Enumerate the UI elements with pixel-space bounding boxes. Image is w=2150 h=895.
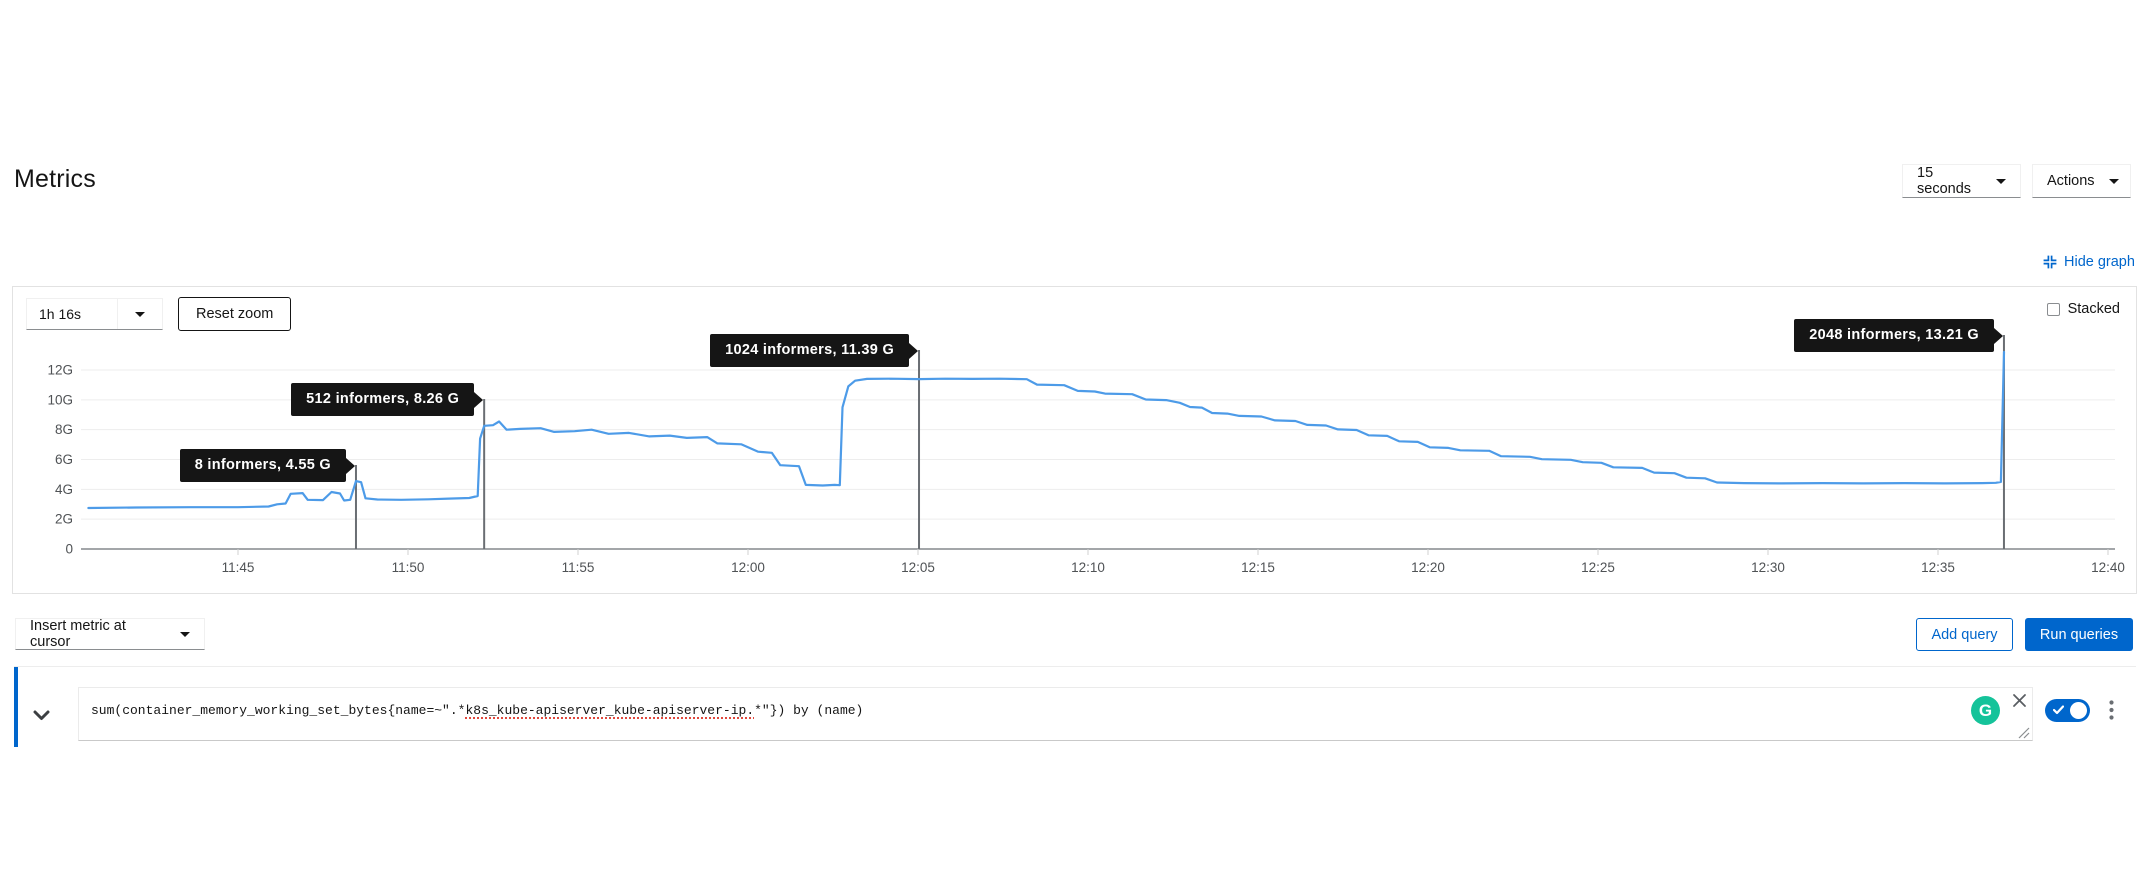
x-axis-label: 11:45 — [222, 560, 255, 575]
x-axis-label: 11:50 — [392, 560, 425, 575]
timespan-value: 1h 16s — [39, 306, 82, 322]
y-axis-label: 12G — [47, 363, 73, 378]
check-icon — [2053, 705, 2064, 715]
x-axis-label: 12:05 — [901, 560, 935, 575]
poll-interval-value: 15 seconds — [1917, 165, 1972, 197]
y-axis-label: 2G — [55, 512, 73, 527]
stacked-checkbox[interactable] — [2046, 302, 2060, 316]
chart-annotation: 8 informers, 4.55 G — [179, 449, 356, 482]
hide-graph-link[interactable]: Hide graph — [2043, 254, 2135, 270]
query-row: sum(container_memory_working_set_bytes{n… — [14, 666, 2136, 747]
x-axis-label: 12:30 — [1751, 560, 1785, 575]
insert-metric-dropdown[interactable]: Insert metric at cursor — [15, 618, 205, 650]
query-expand-toggle[interactable] — [28, 703, 54, 727]
hide-graph-label: Hide graph — [2064, 254, 2135, 270]
stacked-label: Stacked — [2067, 301, 2120, 317]
poll-interval-dropdown[interactable]: 15 seconds — [1902, 164, 2021, 198]
query-expression-suffix: *"}) by (name) — [754, 703, 864, 718]
chart-annotation: 512 informers, 8.26 G — [291, 383, 484, 416]
insert-metric-label: Insert metric at cursor — [30, 618, 126, 650]
add-query-button[interactable]: Add query — [1916, 618, 2013, 651]
run-queries-button[interactable]: Run queries — [2025, 618, 2133, 651]
toggle-knob — [2070, 702, 2087, 719]
reset-zoom-button[interactable]: Reset zoom — [178, 297, 292, 331]
page-title: Metrics — [14, 165, 96, 193]
caret-down-icon — [180, 631, 190, 637]
chart-line-series — [87, 350, 2006, 510]
kebab-icon — [2108, 700, 2114, 720]
query-expression-input[interactable]: sum(container_memory_working_set_bytes{n… — [78, 687, 2033, 741]
x-axis-label: 12:25 — [1581, 560, 1615, 575]
textarea-resize-handle[interactable] — [2018, 726, 2030, 739]
query-expression-flagged: k8s_kube-apiserver_kube-apiserver-ip. — [465, 703, 755, 718]
y-axis-label: 10G — [47, 392, 73, 407]
x-axis-label: 11:55 — [562, 560, 595, 575]
y-axis-label: 6G — [55, 452, 73, 467]
chart-annotation: 1024 informers, 11.39 G — [710, 334, 918, 367]
clear-query-button[interactable] — [2006, 687, 2032, 713]
query-enabled-toggle[interactable] — [2045, 699, 2090, 722]
chevron-down-icon — [33, 710, 49, 720]
metrics-chart[interactable]: 12G 10G 8G 6G 4G 2G 0 11:45 11:50 11:55 12:00 12:05… — [13, 287, 2136, 593]
close-icon — [2012, 693, 2026, 707]
query-kebab-menu[interactable] — [2101, 697, 2121, 723]
x-axis-label: 12:35 — [1921, 560, 1955, 575]
compress-icon — [2043, 255, 2057, 269]
chart-annotation: 2048 informers, 13.21 G — [1794, 319, 2003, 352]
caret-down-icon — [135, 311, 145, 317]
actions-label: Actions — [2047, 173, 2095, 189]
x-axis-label: 12:15 — [1241, 560, 1275, 575]
x-axis-label: 12:40 — [2091, 560, 2125, 575]
chart-panel: 1h 16s Reset zoom Stacked 12G 10G 8G 6G 4G 2G… — [12, 286, 2137, 594]
caret-down-icon — [1996, 178, 2006, 184]
y-axis-label: 0 — [65, 542, 73, 557]
stacked-checkbox-label: Stacked — [2046, 301, 2120, 317]
x-axis-label: 12:10 — [1071, 560, 1105, 575]
grammarly-icon: G — [1971, 696, 2000, 725]
caret-down-icon — [2108, 178, 2119, 184]
query-expression-prefix: sum(container_memory_working_set_bytes{n… — [91, 703, 466, 718]
timespan-dropdown[interactable]: 1h 16s — [26, 298, 163, 330]
actions-dropdown[interactable]: Actions — [2032, 164, 2131, 198]
query-accent-bar — [14, 667, 18, 747]
x-axis-label: 12:20 — [1411, 560, 1445, 575]
y-axis-label: 4G — [55, 482, 73, 497]
x-axis-label: 12:00 — [731, 560, 765, 575]
y-axis-label: 8G — [55, 422, 73, 437]
